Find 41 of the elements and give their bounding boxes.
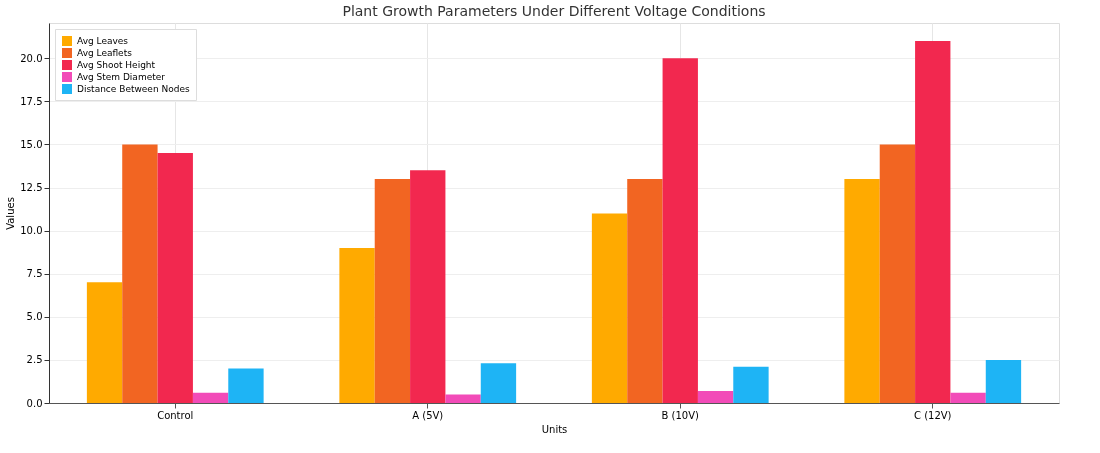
bar: [480, 363, 517, 403]
bar: [697, 390, 734, 403]
legend-label: Avg Leaflets: [77, 48, 133, 58]
y-tick-label: 12.5: [20, 182, 43, 194]
legend-label: Distance Between Nodes: [77, 84, 190, 94]
bar: [733, 366, 769, 403]
y-tick-label: 20.0: [20, 52, 43, 64]
legend-label: Avg Stem Diameter: [77, 72, 166, 82]
bar: [122, 144, 158, 403]
bar: [844, 178, 880, 403]
y-tick-label: 17.5: [20, 95, 43, 107]
bar: [157, 153, 193, 403]
bar: [410, 170, 446, 403]
bar: [374, 178, 411, 403]
bar: [915, 41, 951, 403]
y-tick-label: 5.0: [26, 311, 43, 323]
legend-label: Avg Leaves: [77, 36, 129, 46]
x-axis-title: Units: [541, 423, 568, 435]
y-tick-label: 0.0: [26, 397, 43, 409]
x-tick-label: Control: [157, 409, 194, 421]
chart-title: Plant Growth Parameters Under Different Voltage Conditions: [342, 3, 766, 19]
legend-label: Avg Shoot Height: [77, 60, 156, 70]
x-tick-label: A (5V): [412, 409, 444, 421]
bar: [591, 213, 628, 403]
bar: [950, 392, 986, 403]
y-axis-title: Values: [5, 197, 17, 230]
y-tick-label: 2.5: [26, 354, 43, 366]
y-tick-label: 7.5: [26, 268, 43, 280]
x-tick-label: B (10V): [661, 409, 700, 421]
y-tick-label: 10.0: [20, 225, 43, 237]
bar: [985, 359, 1022, 403]
bar: [86, 282, 123, 403]
bar: [662, 58, 698, 403]
bar: [192, 392, 229, 403]
bar: [228, 368, 264, 403]
bar: [879, 144, 916, 403]
y-tick-label: 15.0: [20, 139, 43, 150]
x-tick-label: C (12V): [913, 409, 952, 421]
bar: [339, 247, 375, 403]
bar: [445, 394, 481, 403]
bar: [627, 178, 663, 403]
